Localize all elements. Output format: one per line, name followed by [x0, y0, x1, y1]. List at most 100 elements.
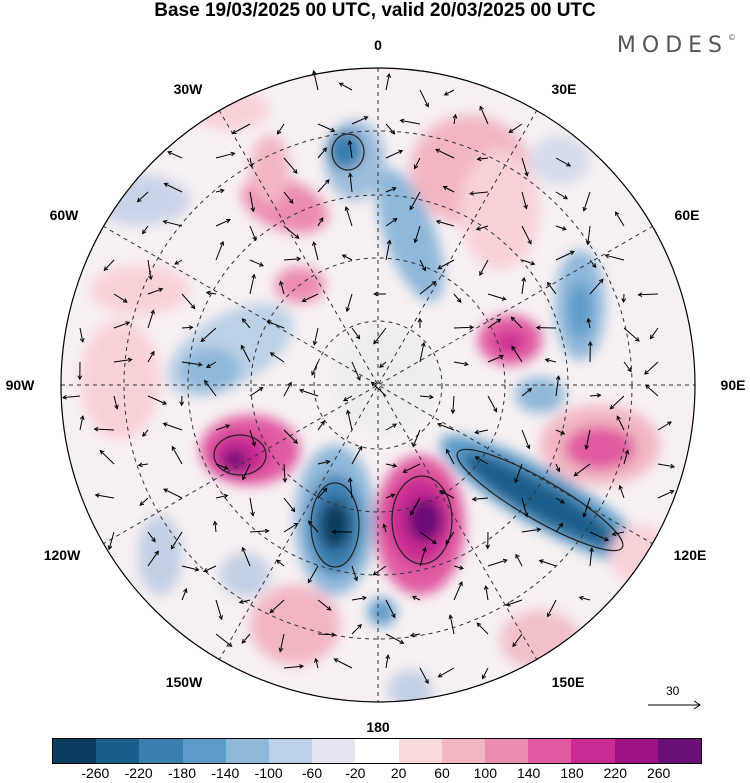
wind-arrow: [317, 599, 332, 611]
wind-arrow-head: [527, 387, 533, 393]
wind-arrow-head: [615, 211, 620, 217]
wind-arrow: [437, 259, 455, 270]
wind-arrow-head: [114, 404, 119, 410]
colorbar-tick: -260: [81, 765, 110, 781]
wind-arrow-head: [544, 358, 550, 363]
wind-arrow: [302, 293, 319, 302]
wind-arrow: [215, 463, 229, 470]
wind-vectors: [61, 69, 676, 685]
wind-arrow: [249, 530, 269, 533]
wind-arrow: [339, 82, 353, 91]
wind-arrow-head: [322, 147, 328, 153]
wind-arrow-head: [644, 370, 649, 375]
wind-arrow-head: [227, 642, 233, 647]
wind-arrow: [487, 318, 501, 329]
wind-arrow-head: [604, 536, 610, 542]
wind-arrow-head: [431, 280, 437, 286]
colorbar-tick: -60: [301, 765, 323, 781]
wind-arrow: [147, 259, 152, 280]
wind-arrow-head: [307, 520, 313, 526]
wind-arrow: [511, 346, 523, 363]
wind-arrow-head: [183, 588, 188, 593]
wind-arrow: [215, 152, 235, 159]
wind-arrow-head: [634, 337, 640, 342]
wind-arrow: [147, 351, 155, 363]
wind-arrow-head: [258, 262, 264, 267]
wind-arrow-head: [566, 162, 572, 167]
wind-arrow: [475, 429, 489, 434]
wind-arrow-head: [179, 401, 185, 407]
wind-arrow-head: [439, 490, 445, 495]
wind-arrow: [351, 116, 368, 125]
wind-arrow-head: [479, 105, 484, 111]
wind-arrow: [373, 565, 387, 576]
wind-arrow: [487, 559, 508, 567]
wind-arrow: [475, 456, 489, 465]
colorbar-tick: 220: [603, 765, 628, 781]
wind-arrow: [113, 293, 128, 303]
wind-arrow-head: [637, 292, 643, 298]
wind-arrow-head: [514, 478, 519, 484]
wind-arrow: [283, 665, 304, 669]
colorbar-tick: -180: [167, 765, 197, 781]
wind-arrow-head: [573, 471, 579, 477]
wind-arrow-head: [498, 354, 504, 360]
wind-arrow-head: [188, 325, 194, 330]
wind-arrow-head: [645, 384, 650, 390]
wind-arrow: [521, 528, 541, 533]
wind-arrow-head: [241, 638, 247, 644]
wind-arrow: [239, 599, 251, 603]
wind-arrow-head: [442, 186, 448, 191]
wind-arrow: [437, 423, 455, 431]
wind-arrow-head: [598, 278, 604, 284]
wind-arrow: [587, 318, 591, 329]
wind-arrow-head: [205, 363, 211, 368]
wind-arrow: [453, 114, 456, 125]
wind-arrow: [267, 320, 285, 329]
wind-arrow: [657, 421, 672, 431]
wind-arrow: [206, 291, 217, 295]
wind-arrow-head: [563, 194, 569, 200]
contours: [213, 133, 624, 568]
wind-arrow: [95, 494, 115, 499]
wind-arrow: [204, 380, 217, 397]
wind-arrow: [615, 211, 625, 227]
wind-arrow-head: [330, 127, 336, 133]
wind-arrow-head: [194, 566, 200, 572]
wind-arrow-head: [307, 578, 313, 584]
wind-arrow-head: [348, 172, 353, 178]
wind-arrow-head: [459, 565, 464, 570]
wind-arrow: [351, 624, 362, 635]
wind-arrow: [62, 395, 81, 399]
wind-arrow-head: [299, 664, 305, 669]
wind-arrow-head: [582, 206, 588, 212]
wind-arrow: [487, 395, 498, 412]
wind-arrow: [373, 327, 387, 345]
wind-arrow-head: [474, 456, 480, 461]
wind-arrow: [470, 191, 489, 195]
wind-arrow-head: [527, 239, 532, 245]
wind-arrow: [215, 494, 228, 499]
wind-arrow: [371, 381, 387, 397]
wind-arrow: [113, 359, 132, 363]
wind-arrow-head: [154, 550, 159, 556]
wind-arrow-head: [547, 612, 552, 618]
wind-arrow-head: [424, 102, 429, 108]
wind-arrow-head: [596, 393, 602, 398]
wind-arrow-head: [456, 298, 462, 303]
wind-arrow-head: [230, 151, 236, 157]
wind-arrow-head: [411, 595, 417, 601]
wind-arrow: [283, 258, 301, 261]
wind-arrow-head: [324, 179, 330, 184]
wind-arrow-head: [485, 544, 491, 550]
wind-arrow-head: [382, 523, 387, 529]
wind-arrow: [419, 89, 429, 107]
wind-arrow: [317, 217, 324, 227]
wind-arrow: [317, 147, 327, 159]
wind-arrow-head: [390, 129, 396, 135]
wind-arrow-head: [392, 423, 398, 428]
colorbar-swatch: [139, 739, 183, 763]
wind-arrow: [477, 157, 489, 160]
wind-arrow-head: [413, 238, 419, 244]
wind-arrow: [138, 463, 149, 466]
